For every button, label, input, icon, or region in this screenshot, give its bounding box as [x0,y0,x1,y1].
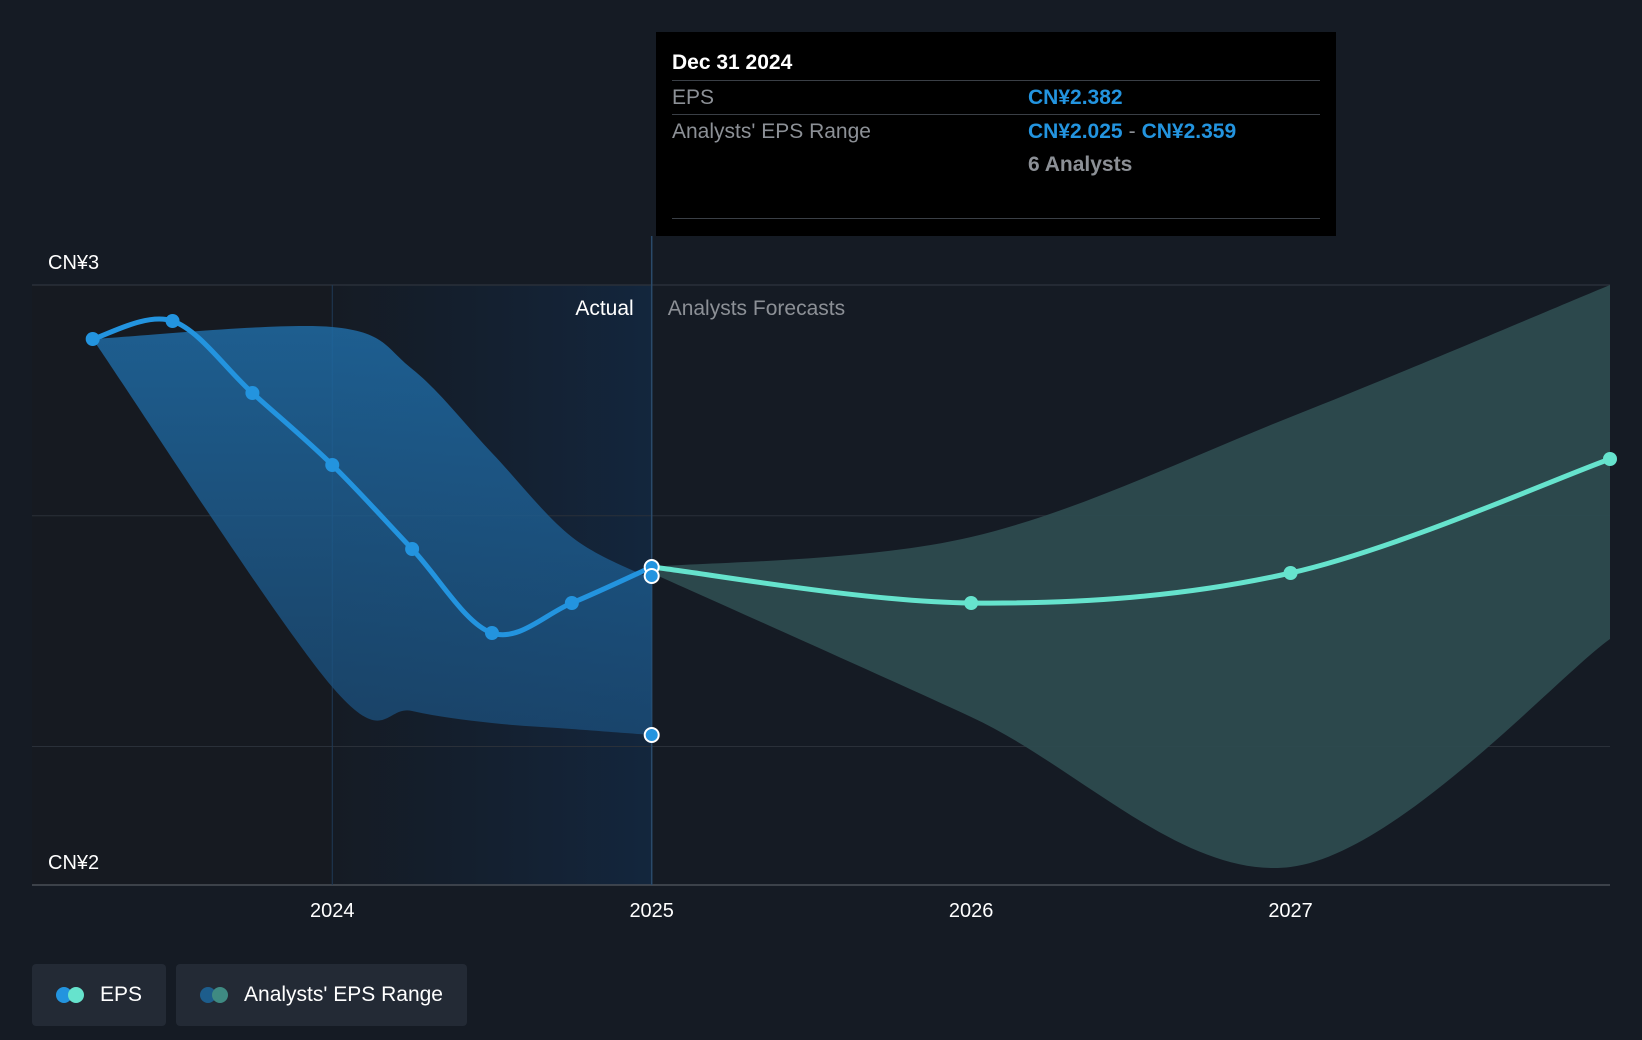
eps-point-actual [484,626,499,640]
legend: EPS Analysts' EPS Range [32,964,467,1026]
eps-line-forecast [649,456,1613,606]
tooltip-date: Dec 31 2024 [672,51,793,74]
legend-eps-dot-forecast [68,987,84,1003]
legend-range-label: Analysts' EPS Range [244,983,443,1006]
eps-point-forecast [964,596,979,610]
tooltip: Dec 31 2024 EPS CN¥2.382 Analysts' EPS R… [656,32,1336,236]
eps-line-actual [90,316,655,638]
tooltip-divider [672,218,1320,219]
legend-range-dot-forecast [212,987,229,1003]
x-tick-label: 2026 [949,900,994,922]
legend-item-range[interactable]: Analysts' EPS Range [176,964,467,1026]
tooltip-range-high: CN¥2.359 [1141,120,1237,143]
x-tick-label: 2024 [310,900,355,922]
tooltip-analysts-count: 6 Analysts [1028,153,1133,176]
tooltip-range-row: Analysts' EPS Range CN¥2.025- CN¥2.359 [672,114,1320,148]
x-tick-label: 2027 [1268,900,1313,922]
eps-point-actual [85,332,100,346]
tooltip-range-separator: - [1128,120,1136,143]
y-tick-label: CN¥3 [48,252,99,274]
x-tick-label: 2025 [629,900,674,922]
eps-point-actual [564,596,579,610]
eps-point-actual [165,314,180,328]
eps-point-actual [325,458,340,472]
y-tick-label: CN¥2 [48,852,99,874]
tooltip-eps-row: EPS CN¥2.382 [672,80,1320,114]
eps-point-actual [245,386,260,400]
eps-point-actual [405,542,420,556]
legend-item-eps[interactable]: EPS [32,964,167,1026]
forecast-label: Analysts Forecasts [668,297,845,320]
eps-range-marker [643,568,660,584]
actual-label: Actual [575,297,633,320]
tooltip-range-low: CN¥2.025 [1028,120,1123,143]
legend-eps-swatch-icon [56,987,88,1003]
eps-point-forecast [1283,566,1298,580]
legend-eps-label: EPS [100,983,143,1006]
tooltip-eps-label: EPS [672,86,715,109]
eps-range-band-forecast [651,285,1610,869]
eps-point-forecast [1603,452,1617,466]
legend-range-swatch-icon [200,987,232,1003]
tooltip-range-label: Analysts' EPS Range [672,120,871,143]
eps-range-marker [643,727,660,743]
tooltip-eps-value: CN¥2.382 [1028,86,1123,109]
